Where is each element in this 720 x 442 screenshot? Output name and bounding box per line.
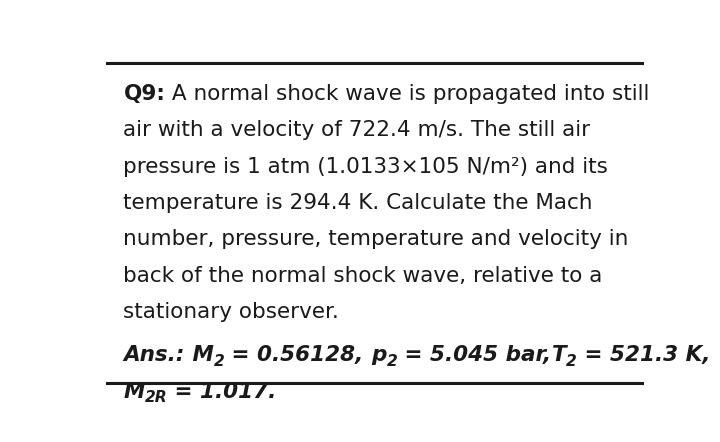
Text: p: p — [372, 345, 387, 366]
Text: back of the normal shock wave, relative to a: back of the normal shock wave, relative … — [124, 266, 603, 286]
Text: = 1.017.: = 1.017. — [168, 382, 276, 402]
Text: 2R: 2R — [145, 390, 168, 405]
Text: Q9:: Q9: — [124, 84, 166, 104]
Text: 2: 2 — [214, 354, 225, 369]
Text: = 521.3 K,: = 521.3 K, — [577, 345, 710, 366]
Text: = 5.045 bar,: = 5.045 bar, — [397, 345, 552, 366]
Text: 2: 2 — [566, 354, 577, 369]
Text: 2: 2 — [387, 354, 397, 369]
Text: = 0.56128,: = 0.56128, — [225, 345, 372, 366]
Text: pressure is 1 atm (1.0133×105 N/m²) and its: pressure is 1 atm (1.0133×105 N/m²) and … — [124, 156, 608, 176]
Text: T: T — [552, 345, 566, 366]
Text: A normal shock wave is propagated into still: A normal shock wave is propagated into s… — [166, 84, 649, 104]
Text: Ans.:: Ans.: — [124, 345, 185, 366]
Text: air with a velocity of 722.4 m/s. The still air: air with a velocity of 722.4 m/s. The st… — [124, 120, 590, 140]
Text: M: M — [124, 382, 145, 402]
Text: number, pressure, temperature and velocity in: number, pressure, temperature and veloci… — [124, 229, 629, 249]
Text: M: M — [185, 345, 214, 366]
Text: temperature is 294.4 K. Calculate the Mach: temperature is 294.4 K. Calculate the Ma… — [124, 193, 593, 213]
Text: stationary observer.: stationary observer. — [124, 302, 339, 322]
